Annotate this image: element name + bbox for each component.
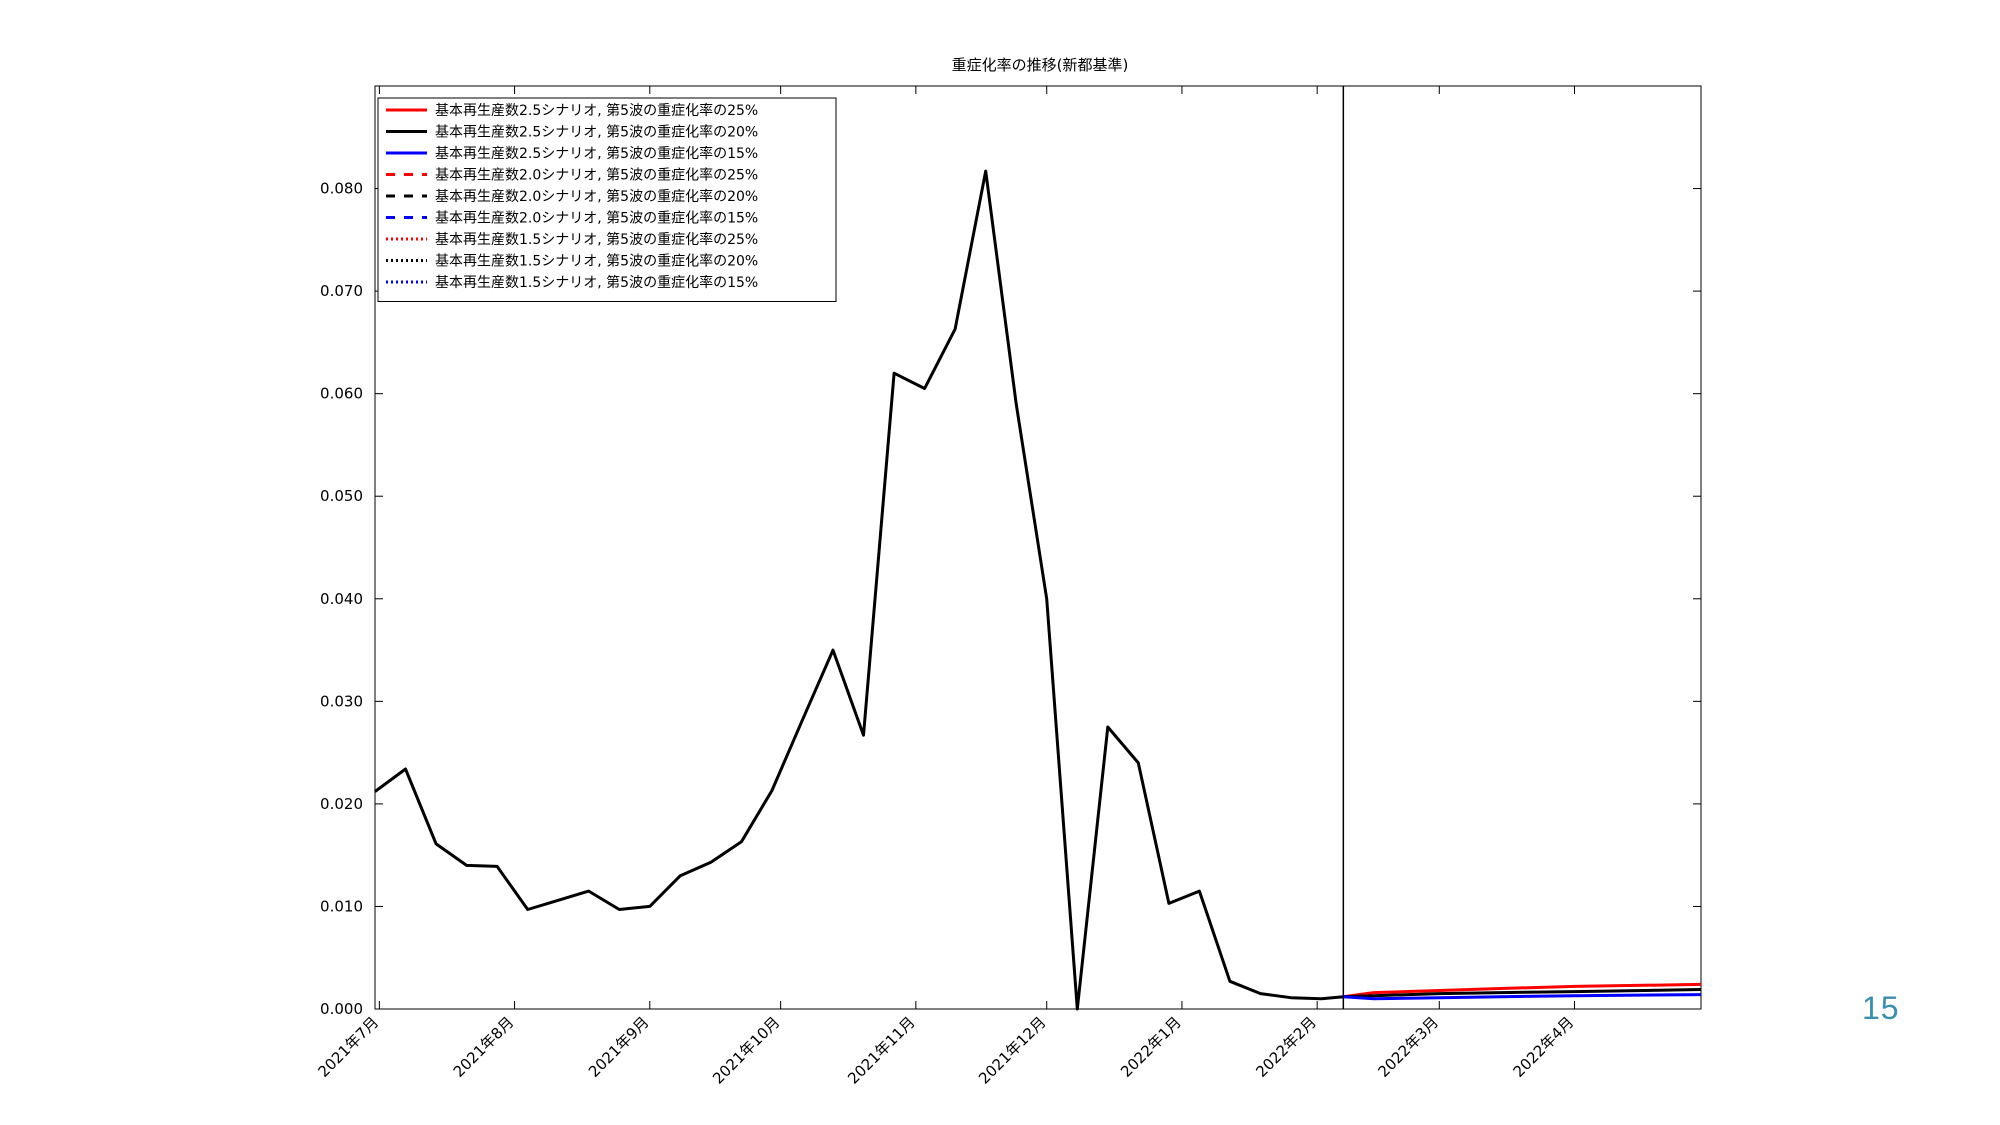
y-tick-label: 0.050 [320,487,363,505]
y-tick-label: 0.070 [320,282,363,300]
page-number: 15 [1862,990,1900,1026]
legend-label: 基本再生産数1.5シナリオ, 第5波の重症化率の15% [435,274,758,291]
observed-line [374,169,1344,1011]
x-tick-label: 2021年8月 [450,1013,518,1081]
y-tick-label: 0.000 [320,1000,363,1018]
series-line-2 [1343,993,1702,1001]
legend-label: 基本再生産数1.5シナリオ, 第5波の重症化率の25% [435,231,758,248]
legend-label: 基本再生産数2.0シナリオ, 第5波の重症化率の20% [435,188,758,205]
legend-box [377,97,837,302]
legend-label: 基本再生産数2.5シナリオ, 第5波の重症化率の20% [435,124,758,141]
x-tick-label: 2022年2月 [1252,1013,1320,1081]
y-tick-label: 0.080 [320,180,363,198]
legend-label: 基本再生産数2.0シナリオ, 第5波の重症化率の15% [435,210,758,227]
y-tick-label: 0.040 [320,590,363,608]
series-line-0 [1343,982,1702,999]
plot-frame [374,85,1702,1010]
legend-label: 基本再生産数2.5シナリオ, 第5波の重症化率の25% [435,102,758,119]
x-tick-label: 2022年1月 [1117,1013,1185,1081]
y-tick-label: 0.020 [320,795,363,813]
x-tick-label: 2021年11月 [844,1013,918,1087]
y-tick-label: 0.060 [320,385,363,403]
legend-label: 基本再生産数2.0シナリオ, 第5波の重症化率の25% [435,167,758,184]
x-tick-label: 2021年7月 [315,1013,383,1081]
x-tick-label: 2021年10月 [709,1013,783,1087]
legend-label: 基本再生産数2.5シナリオ, 第5波の重症化率の15% [435,145,758,162]
x-tick-label: 2021年12月 [975,1013,1049,1087]
series-line-1 [1343,988,1702,999]
legend-label: 基本再生産数1.5シナリオ, 第5波の重症化率の20% [435,253,758,270]
chart-title: 重症化率の推移(新都基準) [952,56,1129,74]
y-tick-label: 0.010 [320,897,363,915]
x-tick-label: 2022年3月 [1374,1013,1442,1081]
x-tick-label: 2022年4月 [1510,1013,1578,1081]
y-tick-label: 0.030 [320,692,363,710]
x-tick-label: 2021年9月 [585,1013,653,1081]
